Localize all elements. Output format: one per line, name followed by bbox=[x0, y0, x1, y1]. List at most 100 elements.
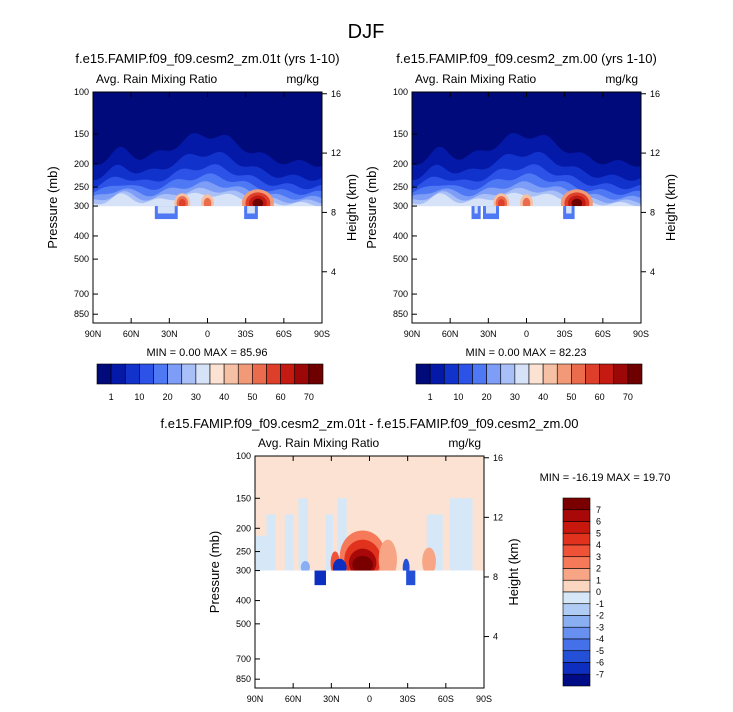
colorbar-swatch bbox=[110, 363, 126, 385]
y-tick-label: 850 bbox=[393, 309, 408, 319]
field-blob bbox=[203, 197, 212, 209]
x-tick-label: 30S bbox=[557, 329, 573, 339]
field-blob bbox=[571, 198, 583, 208]
y-tick-label: 150 bbox=[393, 129, 408, 139]
y-tick-label: 150 bbox=[74, 129, 89, 139]
y-tick-label: 200 bbox=[236, 523, 251, 533]
y-tick-label: 250 bbox=[236, 547, 251, 557]
colorbar-swatch bbox=[280, 363, 296, 385]
field-patch bbox=[314, 570, 326, 586]
field-patch bbox=[157, 206, 175, 214]
y-right-tick-label: 12 bbox=[331, 148, 341, 158]
field bbox=[255, 456, 484, 688]
colorbar-swatch bbox=[562, 591, 591, 605]
x-tick-label: 60N bbox=[442, 329, 459, 339]
y-right-tick-label: 4 bbox=[493, 632, 498, 642]
y-tick-label: 400 bbox=[236, 596, 251, 606]
colorbar-swatch bbox=[562, 568, 591, 581]
field-blob bbox=[300, 561, 310, 574]
y-tick-label: 200 bbox=[74, 159, 89, 169]
colorbar-swatch bbox=[528, 363, 544, 385]
y-tick-label: 100 bbox=[236, 451, 251, 461]
y-axis-label-right: Height (km) bbox=[663, 174, 678, 241]
y-tick-label: 250 bbox=[393, 182, 408, 192]
panel-subtitle-right: mg/kg bbox=[448, 436, 481, 450]
field-streak bbox=[325, 514, 333, 571]
y-right-tick-label: 8 bbox=[650, 207, 655, 217]
colorbar-swatch bbox=[209, 363, 225, 385]
colorbar-label: 30 bbox=[510, 392, 520, 402]
y-tick-label: 300 bbox=[393, 201, 408, 211]
colorbar-swatch bbox=[443, 363, 459, 385]
x-tick-label: 0 bbox=[524, 329, 529, 339]
colorbar-swatch bbox=[500, 363, 516, 385]
colorbar-swatch bbox=[562, 603, 591, 616]
x-tick-label: 90S bbox=[476, 694, 492, 704]
colorbar-label: 60 bbox=[595, 392, 605, 402]
x-tick-label: 60S bbox=[276, 329, 292, 339]
field bbox=[412, 92, 641, 323]
colorbar-swatch bbox=[542, 363, 558, 385]
colorbar-swatch bbox=[556, 363, 572, 385]
colorbar-swatch bbox=[124, 363, 140, 385]
y-right-tick-label: 8 bbox=[493, 572, 498, 582]
colorbar-swatch bbox=[96, 363, 112, 385]
field-streak bbox=[284, 514, 294, 571]
colorbar-label: 40 bbox=[538, 392, 548, 402]
colorbar-swatch bbox=[139, 363, 154, 385]
y-tick-label: 700 bbox=[393, 289, 408, 299]
y-tick-label: 850 bbox=[236, 674, 251, 684]
y-tick-label: 100 bbox=[393, 87, 408, 97]
colorbar-label: 10 bbox=[453, 392, 463, 402]
x-tick-label: 30S bbox=[400, 694, 416, 704]
y-right-tick-label: 12 bbox=[650, 148, 660, 158]
y-tick-label: 850 bbox=[74, 309, 89, 319]
colorbar-swatch bbox=[562, 579, 591, 593]
panel-3: f.e15.FAMIP.f09_f09.cesm2_zm.01t - f.e15… bbox=[161, 416, 671, 704]
panel-subtitle-left: Avg. Rain Mixing Ratio bbox=[415, 72, 536, 86]
colorbar-label: 50 bbox=[566, 392, 576, 402]
x-tick-label: 90N bbox=[404, 329, 421, 339]
y-tick-label: 300 bbox=[236, 566, 251, 576]
colorbar-label: 10 bbox=[134, 392, 144, 402]
colorbar-label: 30 bbox=[191, 392, 201, 402]
colorbar-label: -6 bbox=[596, 658, 604, 668]
colorbar-label: 4 bbox=[596, 540, 601, 550]
colorbar-swatch bbox=[153, 363, 168, 385]
field-blob bbox=[252, 198, 264, 208]
y-tick-label: 400 bbox=[74, 231, 89, 241]
colorbar-label: 1 bbox=[109, 392, 114, 402]
colorbar-label: 70 bbox=[623, 392, 633, 402]
x-tick-label: 90S bbox=[633, 329, 649, 339]
colorbar-swatch bbox=[237, 363, 253, 385]
x-tick-label: 0 bbox=[367, 694, 372, 704]
y-tick-label: 150 bbox=[236, 493, 251, 503]
colorbar-swatch bbox=[308, 363, 324, 385]
colorbar-swatch bbox=[599, 363, 615, 385]
y-tick-label: 500 bbox=[236, 619, 251, 629]
field-empty bbox=[255, 570, 484, 688]
y-tick-label: 500 bbox=[393, 254, 408, 264]
field-blob bbox=[522, 197, 531, 209]
colorbar-swatch bbox=[627, 363, 643, 385]
panel-subtitle-left: Avg. Rain Mixing Ratio bbox=[96, 72, 217, 86]
colorbar-label: 0 bbox=[596, 587, 601, 597]
field-streak bbox=[298, 498, 308, 571]
colorbar: 1 10 20 30 40 50 60 70 bbox=[415, 363, 643, 402]
colorbar-label: 60 bbox=[276, 392, 286, 402]
colorbar-label: -1 bbox=[596, 599, 604, 609]
field-streak bbox=[337, 498, 347, 571]
colorbar-label: 6 bbox=[596, 517, 601, 527]
colorbar-label: -5 bbox=[596, 646, 604, 656]
field-blob bbox=[422, 547, 436, 576]
y-axis-label-right: Height (km) bbox=[506, 538, 521, 605]
field-blob bbox=[378, 539, 397, 580]
field-streak bbox=[449, 498, 473, 571]
field-streak bbox=[266, 514, 276, 571]
panel-subtitle-left: Avg. Rain Mixing Ratio bbox=[258, 436, 379, 450]
field-streak bbox=[255, 535, 269, 571]
figure-title: DJF bbox=[348, 21, 385, 43]
colorbar-swatch bbox=[562, 673, 591, 687]
